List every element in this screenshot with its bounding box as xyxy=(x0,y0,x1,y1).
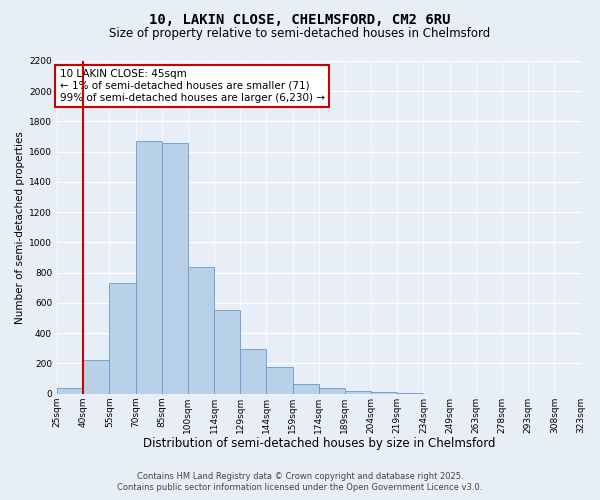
Bar xyxy=(188,266,214,394)
Bar xyxy=(319,388,345,394)
Text: 10, LAKIN CLOSE, CHELMSFORD, CM2 6RU: 10, LAKIN CLOSE, CHELMSFORD, CM2 6RU xyxy=(149,12,451,26)
X-axis label: Distribution of semi-detached houses by size in Chelmsford: Distribution of semi-detached houses by … xyxy=(143,437,495,450)
Bar xyxy=(397,393,424,394)
Bar xyxy=(266,367,293,394)
Text: 10 LAKIN CLOSE: 45sqm
← 1% of semi-detached houses are smaller (71)
99% of semi-: 10 LAKIN CLOSE: 45sqm ← 1% of semi-detac… xyxy=(59,70,325,102)
Bar xyxy=(371,392,397,394)
Bar xyxy=(345,392,371,394)
Bar xyxy=(162,144,188,394)
Bar xyxy=(83,360,109,394)
Text: Contains HM Land Registry data © Crown copyright and database right 2025.
Contai: Contains HM Land Registry data © Crown c… xyxy=(118,472,482,492)
Bar xyxy=(293,384,319,394)
Bar xyxy=(109,284,136,394)
Y-axis label: Number of semi-detached properties: Number of semi-detached properties xyxy=(15,131,25,324)
Bar xyxy=(57,388,83,394)
Bar xyxy=(214,310,240,394)
Bar xyxy=(240,349,266,394)
Text: Size of property relative to semi-detached houses in Chelmsford: Size of property relative to semi-detach… xyxy=(109,28,491,40)
Bar xyxy=(136,141,162,394)
